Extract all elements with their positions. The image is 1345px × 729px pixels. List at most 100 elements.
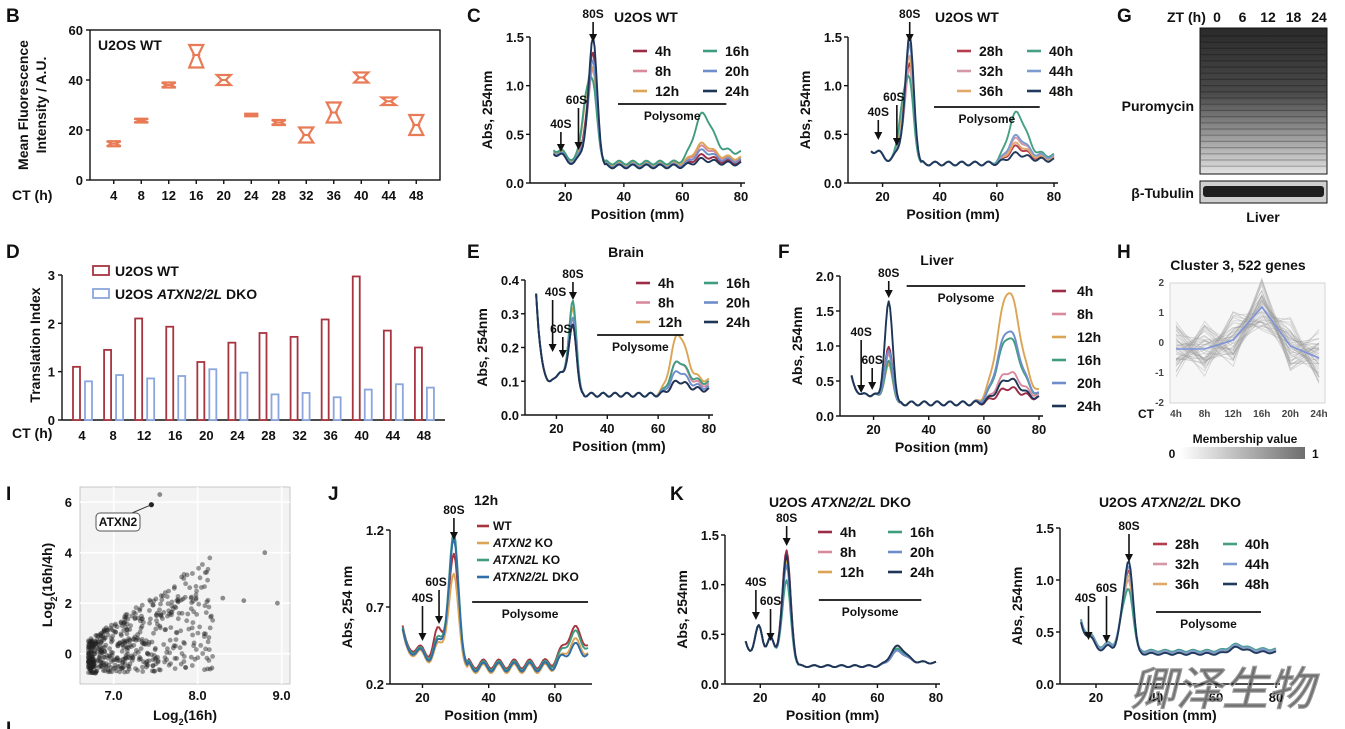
i-point <box>191 640 197 646</box>
i-point <box>202 584 207 589</box>
d-xtick-label: 8 <box>109 428 116 443</box>
i-point <box>135 637 141 642</box>
panel-letter-J: J <box>328 484 339 505</box>
h-member-line <box>1175 320 1320 361</box>
i-point <box>123 615 129 620</box>
f-ytick-label: 1.0 <box>816 339 834 354</box>
i-point <box>181 576 187 581</box>
f-ylabel: Abs, 254nm <box>789 307 805 386</box>
g-lane-label: 24 <box>1311 9 1327 25</box>
i-point <box>121 638 127 644</box>
e-legend-24h: 24h <box>726 314 750 330</box>
i-point <box>164 650 170 655</box>
i-point <box>206 647 212 652</box>
i-point <box>88 665 94 671</box>
i-point <box>114 655 120 661</box>
c1-arrow-40s-head <box>556 144 565 152</box>
i-point <box>193 647 199 652</box>
i-point <box>167 650 173 656</box>
j-xlabel: Position (mm) <box>444 707 537 723</box>
i-point <box>110 637 115 643</box>
c2-legend-32h: 32h <box>979 63 1003 79</box>
b-ytick-label: 40 <box>69 73 83 88</box>
i-point <box>121 628 127 633</box>
panel-letter-E: E <box>467 242 480 263</box>
i-point <box>121 621 126 626</box>
i-point <box>105 667 111 673</box>
c2-ytick-label: 1.5 <box>824 30 842 45</box>
i-point <box>137 655 143 660</box>
i-point <box>143 641 149 647</box>
i-point <box>153 612 159 618</box>
i-point <box>120 660 126 666</box>
i-point <box>88 663 94 669</box>
g-label-puromycin: Puromycin <box>1122 98 1194 114</box>
h-centroid-line <box>1176 305 1320 359</box>
i-point <box>98 633 104 639</box>
i-point <box>88 658 94 664</box>
i-point <box>206 604 212 610</box>
d-bar-dko <box>84 380 93 421</box>
i-point <box>182 594 188 600</box>
i-point <box>174 598 180 603</box>
i-point <box>90 644 96 650</box>
d-xtick-label: 40 <box>355 428 369 443</box>
k2-label-60s: 60S <box>1096 581 1117 595</box>
d-xtick-label: 20 <box>199 428 213 443</box>
i-point <box>125 651 131 657</box>
i-point <box>145 662 151 668</box>
i-point <box>178 597 184 603</box>
j-ytick-label: 1.2 <box>366 523 384 538</box>
i-point <box>139 613 144 619</box>
i-point <box>175 594 181 599</box>
i-point <box>105 627 111 633</box>
i-point <box>168 610 174 615</box>
i-point <box>89 643 94 649</box>
i-point <box>193 596 199 602</box>
b-title: U2OS WT <box>98 37 162 53</box>
i-point <box>135 632 141 637</box>
f-xtick-label: 80 <box>1032 422 1046 437</box>
d-xtick-label: 24 <box>230 428 245 443</box>
e-legend-16h: 16h <box>726 275 750 291</box>
f-series-20h <box>850 330 1040 407</box>
i-point <box>95 633 101 639</box>
b-xtick-label: 4 <box>110 188 118 203</box>
i-point <box>92 641 98 647</box>
i-point <box>107 646 112 651</box>
i-point <box>207 666 213 672</box>
i-point <box>150 602 156 608</box>
i-point <box>157 667 163 673</box>
i-point <box>110 650 115 656</box>
i-point <box>99 650 105 655</box>
i-point <box>209 665 215 671</box>
k1-ytick-label: 1.5 <box>701 528 719 543</box>
i-point <box>118 666 124 672</box>
k1-label-40s: 40S <box>745 575 766 589</box>
c2-xtick-label: 20 <box>875 189 889 204</box>
g-blot-puromycin <box>1199 27 1328 175</box>
c1-ytick-label: 1.0 <box>506 79 524 94</box>
i-point <box>170 645 176 651</box>
h-member-line <box>1175 311 1320 364</box>
i-point <box>133 611 138 616</box>
i-point <box>199 585 204 590</box>
i-point <box>122 614 127 620</box>
j-label-polysome: Polysome <box>502 607 559 621</box>
f-ytick-label: 2.0 <box>816 269 834 284</box>
i-point <box>162 627 168 633</box>
i-point <box>93 640 99 646</box>
f-arrow-60s-head <box>868 382 877 390</box>
k1-series-24h <box>744 554 937 669</box>
i-point <box>123 638 129 644</box>
k1-xtick-label: 20 <box>753 690 767 705</box>
b-xtick-label: 36 <box>327 188 341 203</box>
i-point <box>164 657 170 663</box>
i-point <box>127 637 132 643</box>
i-point <box>164 594 170 600</box>
i-point <box>203 631 208 637</box>
i-point <box>122 616 128 622</box>
i-point <box>131 609 137 615</box>
h-member-line <box>1175 294 1320 367</box>
i-point <box>139 616 144 622</box>
